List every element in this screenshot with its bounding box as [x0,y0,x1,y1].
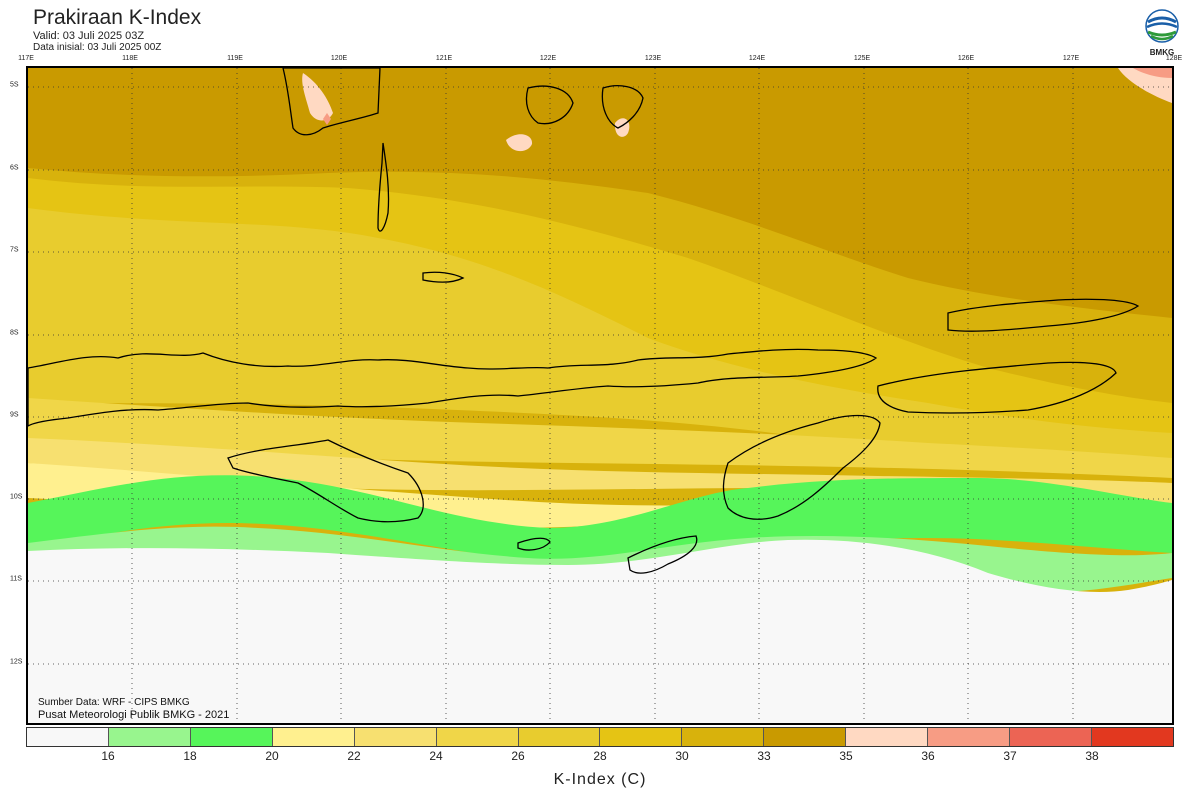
buton-island [525,85,574,125]
flores-sea-isle [422,271,465,283]
colorbar-swatch [764,728,847,746]
sulawesi-south [282,68,381,136]
colorbar-swatch [928,728,1011,746]
lat-label: 10S [10,493,23,501]
lat-label: 8S [10,329,19,337]
lon-label: 119E [227,55,243,62]
colorbar-swatch [354,728,437,746]
selayar-island [377,142,390,232]
chart-title: Prakiraan K-Index [33,6,202,29]
sawu-island [517,537,551,551]
colorbar-swatch [1091,728,1173,746]
lat-label: 7S [10,246,19,254]
lat-label: 6S [10,164,19,172]
wetar-island [947,298,1140,332]
colorbar [26,727,1174,747]
timor-island [722,414,881,520]
colorbar-tick: 38 [1085,749,1099,763]
lon-label: 121E [435,55,453,62]
timor-sea-outline [877,361,1117,414]
colorbar-swatch [518,728,601,746]
init-time: Data inisial: 03 Juli 2025 00Z [33,42,162,53]
valid-time: Valid: 03 Juli 2025 03Z [33,30,145,42]
colorbar-tick: 30 [675,749,689,763]
colorbar-tick: 24 [429,749,443,763]
colorbar-label: K-Index (C) [553,771,647,788]
lon-label: 125E [853,55,871,62]
map-canvas [28,68,1172,723]
patch-pink-3 [506,134,533,152]
lon-label: 123E [644,55,662,62]
colorbar-swatch [108,728,191,746]
bmkg-logo: BMKG [1142,8,1182,58]
field-16-18 [28,526,1172,593]
lat-label: 12S [10,658,23,666]
field-below-16 [28,539,1172,723]
lon-label: 120E [330,55,348,62]
colorbar-swatch [436,728,519,746]
colorbar-tick: 36 [921,749,935,763]
patch-pink-6 [1133,68,1172,78]
lon-label: 126E [957,55,975,62]
sumba-island [227,439,424,523]
field-26-28 [28,398,1172,478]
lat-label: 9S [10,411,19,419]
colorbar-swatch [272,728,355,746]
colorbar-tick: 22 [347,749,361,763]
colorbar-tick: 33 [757,749,771,763]
lat-label: 11S [10,575,22,583]
organization: Pusat Meteorologi Publik BMKG - 2021 [38,709,230,721]
colorbar-tick: 28 [593,749,607,763]
lesser-sunda-islands [28,348,878,427]
lon-label: 117E [18,55,34,62]
colorbar-swatch [27,728,109,746]
field-24-26 [28,438,1172,508]
lon-label: 128E [1165,55,1183,62]
colorbar-swatch [190,728,273,746]
colorbar-swatch [846,728,929,746]
colorbar-swatch [600,728,683,746]
colorbar-tick: 35 [839,749,853,763]
colorbar-tick: 26 [511,749,525,763]
lon-label: 122E [539,55,557,62]
field-35-36 [28,68,1172,318]
colorbar-swatch [682,728,765,746]
lon-label: 118E [122,55,138,62]
colorbar-tick: 20 [265,749,279,763]
rote-island [627,535,698,574]
lon-label: 127E [1062,55,1080,62]
patch-pink-2 [323,113,331,125]
colorbar-tick: 18 [183,749,197,763]
graticule [28,68,1172,723]
coastlines [28,68,1140,574]
k-index-map [26,66,1174,725]
lat-label: 5S [10,81,19,89]
colorbar-tick: 16 [101,749,115,763]
lon-label: 124E [748,55,766,62]
wangi-wangi-island [601,85,644,129]
colorbar-tick: 37 [1003,749,1017,763]
colorbar-swatch [1010,728,1092,746]
logo-text: BMKG [1150,48,1174,57]
data-source: Sumber Data: WRF - CIPS BMKG [38,697,190,708]
patch-pink-1 [302,73,333,121]
